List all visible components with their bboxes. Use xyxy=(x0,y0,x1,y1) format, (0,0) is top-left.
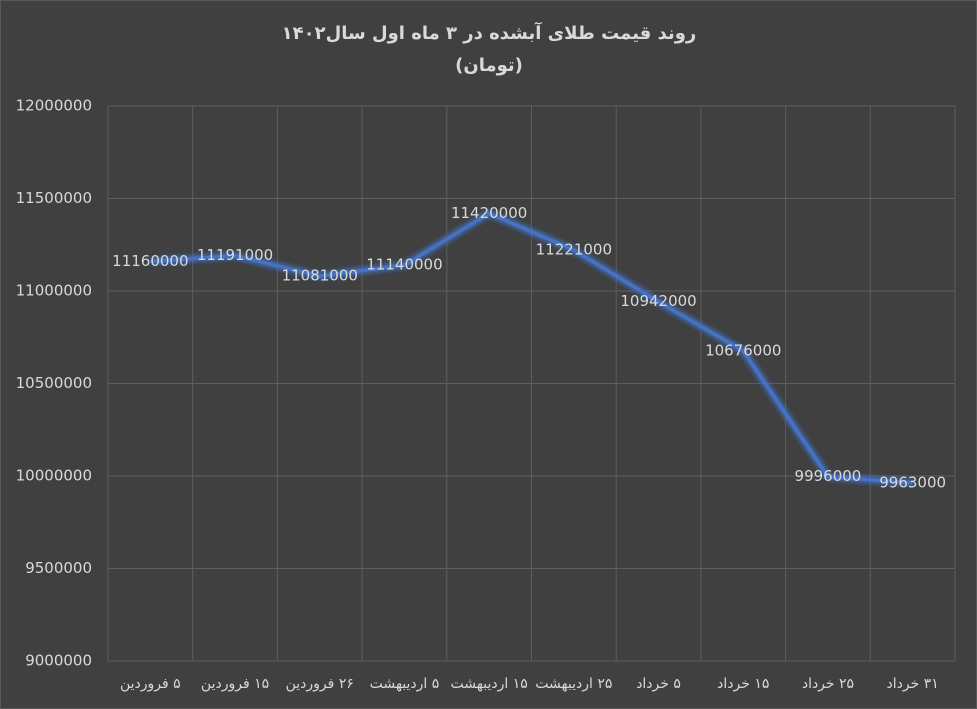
y-tick-label: 9500000 xyxy=(25,559,92,577)
x-tick-label: ۱۵ اردیبهشت xyxy=(451,676,528,692)
x-tick-label: ۲۵ خرداد xyxy=(802,676,854,692)
chart-subtitle: (تومان) xyxy=(455,55,523,76)
grid: 9000000 9500000 10000000 10500000 11000000 11… xyxy=(16,97,956,692)
x-tick-label: ۳۱ خرداد xyxy=(887,676,939,692)
y-tick-label: 11000000 xyxy=(16,282,92,300)
y-tick-label: 12000000 xyxy=(16,97,92,115)
data-label: 10942000 xyxy=(620,292,696,310)
data-label: 11081000 xyxy=(282,267,358,285)
x-tick-label: ۲۶ فروردین xyxy=(286,676,354,692)
data-label: 11420000 xyxy=(451,204,527,222)
data-label: 11221000 xyxy=(536,241,612,259)
data-label: 9963000 xyxy=(879,473,946,491)
y-tick-label: 11500000 xyxy=(16,189,92,207)
data-label: 11140000 xyxy=(366,256,442,274)
data-label: 11191000 xyxy=(197,246,273,264)
plot: 11160000 11191000 11081000 11140000 11420000… xyxy=(112,204,946,492)
y-tick-label: 10500000 xyxy=(16,374,92,392)
x-tick-label: ۱۵ خرداد xyxy=(717,676,769,692)
y-tick-label: 10000000 xyxy=(16,467,92,485)
chart-title: روند قیمت طلای آبشده در ۳ ماه اول سال۱۴۰… xyxy=(282,21,697,44)
data-label: 10676000 xyxy=(705,341,781,359)
data-label: 9996000 xyxy=(795,467,862,485)
data-label: 11160000 xyxy=(112,252,188,270)
x-tick-label: ۲۵ اردیبهشت xyxy=(535,676,612,692)
x-tick-label: ۱۵ فروردین xyxy=(201,676,269,692)
x-tick-label: ۵ فروردین xyxy=(120,676,181,692)
x-tick-label: ۵ خرداد xyxy=(636,676,681,692)
x-tick-label: ۵ اردیبهشت xyxy=(370,676,440,692)
line xyxy=(150,211,913,485)
y-tick-label: 9000000 xyxy=(25,652,92,670)
